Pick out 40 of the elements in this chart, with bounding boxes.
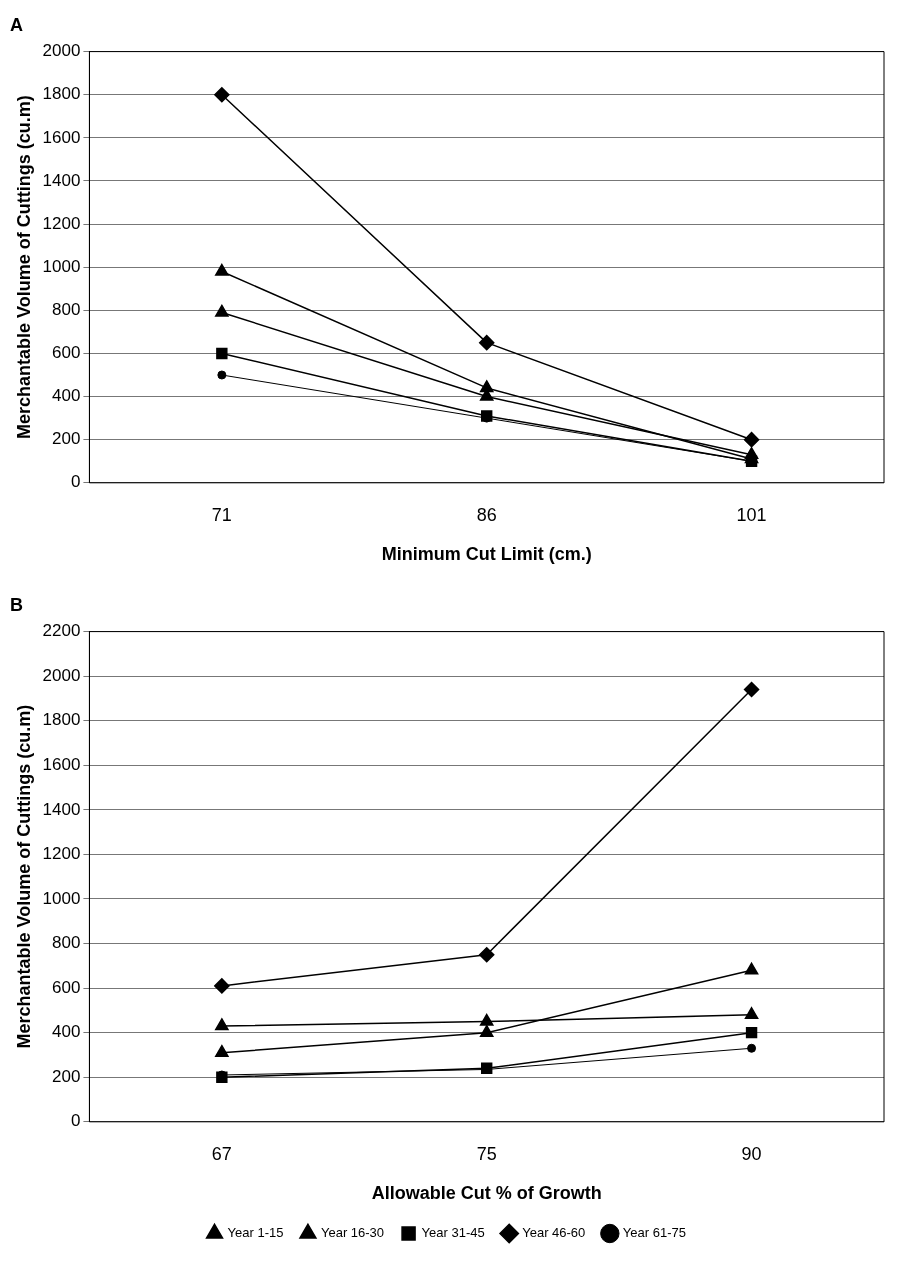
legend-label: Year 16-30 bbox=[320, 1225, 385, 1241]
y-tick-label: 1000 bbox=[42, 888, 81, 908]
x-tick-label: 67 bbox=[211, 1143, 232, 1164]
legend-label: Year 61-75 bbox=[622, 1225, 686, 1241]
y-tick-label: 400 bbox=[52, 1022, 81, 1042]
y-tick-label: 1800 bbox=[42, 84, 81, 104]
y-tick-label: 600 bbox=[52, 343, 81, 363]
y-tick-label: 200 bbox=[52, 1066, 81, 1086]
y-tick-label: 1400 bbox=[42, 170, 81, 190]
y-tick-label: 200 bbox=[52, 429, 81, 449]
x-tick-label: 101 bbox=[736, 504, 767, 525]
y-tick-label: 1600 bbox=[42, 754, 81, 774]
y-tick-label: 2200 bbox=[42, 621, 81, 641]
x-axis-title: Minimum Cut Limit (cm.) bbox=[381, 544, 592, 565]
legend-label: Year 1-15 bbox=[227, 1225, 284, 1241]
x-tick-label: 71 bbox=[211, 504, 232, 525]
y-tick-label: 1200 bbox=[42, 213, 81, 233]
y-tick-label: 0 bbox=[70, 1111, 81, 1131]
chart-title: B bbox=[10, 594, 23, 615]
y-tick-label: 1800 bbox=[42, 710, 81, 730]
y-tick-label: 1400 bbox=[42, 799, 81, 819]
x-tick-label: 75 bbox=[476, 1143, 497, 1164]
x-tick-label: 86 bbox=[476, 504, 497, 525]
y-tick-label: 2000 bbox=[42, 665, 81, 685]
y-tick-label: 1200 bbox=[42, 844, 81, 864]
y-axis-title: Merchantable Volume of Cuttings (cu.m) bbox=[13, 704, 34, 1049]
y-tick-label: 1600 bbox=[42, 127, 81, 147]
y-tick-label: 1000 bbox=[42, 256, 81, 276]
x-axis-title: Allowable Cut % of Growth bbox=[371, 1183, 602, 1204]
legend-label: Year 46-60 bbox=[522, 1225, 586, 1241]
y-tick-label: 800 bbox=[52, 300, 81, 320]
legend-label: Year 31-45 bbox=[421, 1225, 485, 1241]
y-tick-label: 400 bbox=[52, 386, 81, 406]
y-axis-title: Merchantable Volume of Cuttings (cu.m) bbox=[13, 95, 34, 440]
y-tick-label: 800 bbox=[52, 933, 81, 953]
y-tick-label: 2000 bbox=[42, 41, 81, 61]
x-tick-label: 90 bbox=[741, 1143, 762, 1164]
y-tick-label: 0 bbox=[70, 472, 81, 492]
y-tick-label: 600 bbox=[52, 977, 81, 997]
chart-title: A bbox=[10, 14, 23, 35]
